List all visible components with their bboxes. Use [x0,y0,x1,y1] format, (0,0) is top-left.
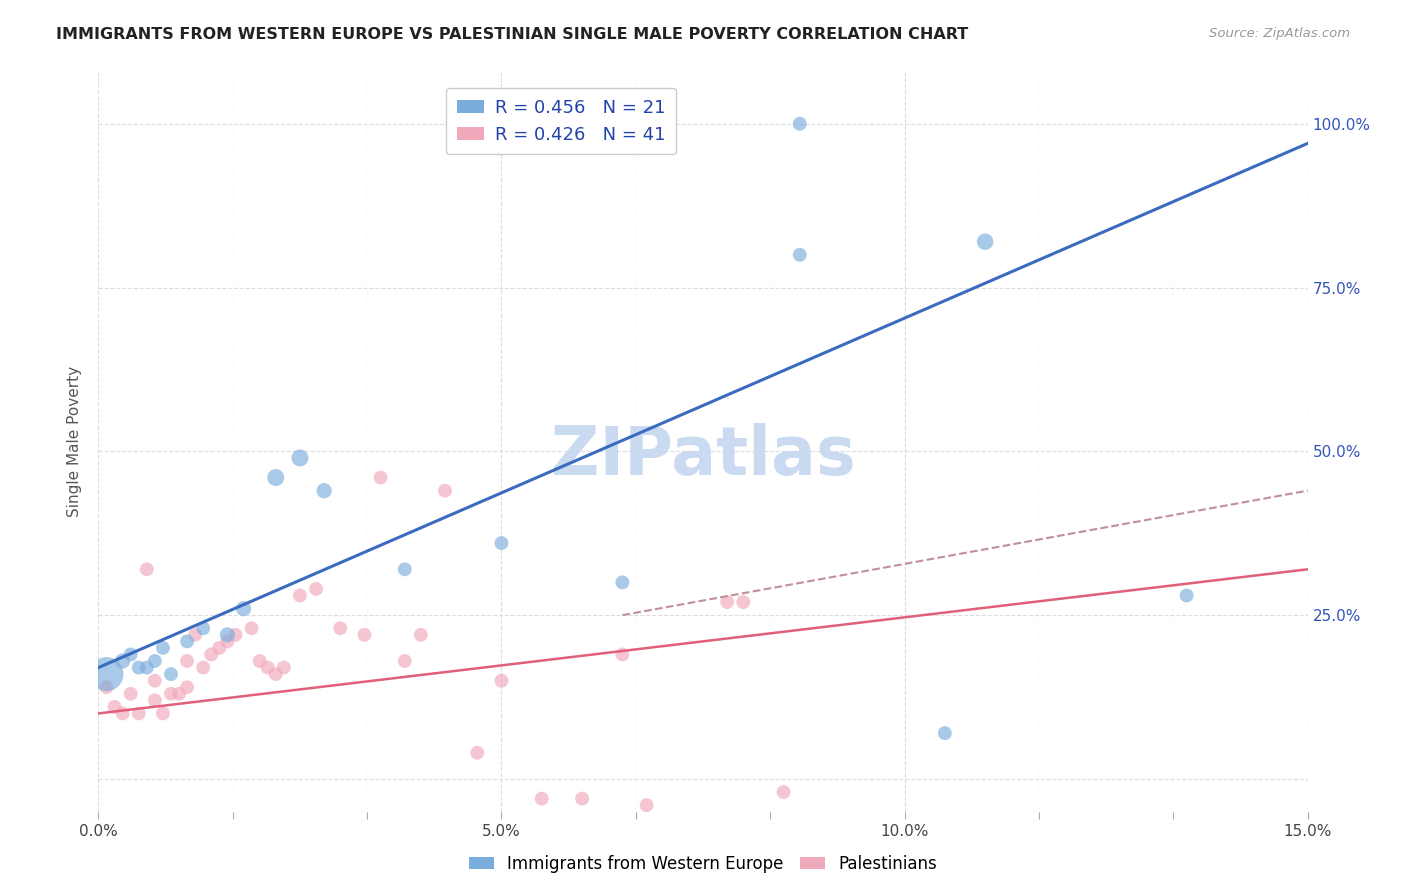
Point [353,628,375,642]
Point [329,621,352,635]
Point [200,648,222,662]
Point [160,667,183,681]
Point [217,634,239,648]
Point [152,706,174,721]
Text: IMMIGRANTS FROM WESTERN EUROPE VS PALESTINIAN SINGLE MALE POVERTY CORRELATION CH: IMMIGRANTS FROM WESTERN EUROPE VS PALEST… [56,27,969,42]
Point [530,791,553,805]
Text: ZIPatlas: ZIPatlas [551,424,855,490]
Point [135,660,157,674]
Point [716,595,738,609]
Point [160,687,183,701]
Point [176,654,198,668]
Point [217,628,239,642]
Point [193,621,215,635]
Point [409,628,432,642]
Text: Source: ZipAtlas.com: Source: ZipAtlas.com [1209,27,1350,40]
Point [772,785,794,799]
Point [111,654,134,668]
Point [176,634,198,648]
Point [612,575,634,590]
Point [394,654,416,668]
Point [96,680,118,694]
Point [491,673,513,688]
Point [96,667,118,681]
Legend: R = 0.456   N = 21, R = 0.426   N = 41: R = 0.456 N = 21, R = 0.426 N = 41 [446,87,676,154]
Point [636,798,658,813]
Point [571,791,593,805]
Point [434,483,457,498]
Point [789,248,811,262]
Point [974,235,997,249]
Point [789,117,811,131]
Point [934,726,956,740]
Point [288,450,311,465]
Point [314,483,336,498]
Y-axis label: Single Male Poverty: Single Male Poverty [67,366,83,517]
Point [288,589,311,603]
Point [120,687,142,701]
Point [193,660,215,674]
Point [249,654,271,668]
Point [176,680,198,694]
Point [135,562,157,576]
Point [733,595,755,609]
Point [1175,589,1198,603]
Point [128,706,150,721]
Point [143,673,166,688]
Point [491,536,513,550]
Point [167,687,190,701]
Point [394,562,416,576]
Legend: Immigrants from Western Europe, Palestinians: Immigrants from Western Europe, Palestin… [463,848,943,880]
Point [240,621,263,635]
Point [370,470,392,484]
Point [232,601,254,615]
Point [458,117,481,131]
Point [208,640,231,655]
Point [111,706,134,721]
Point [128,660,150,674]
Point [612,648,634,662]
Point [184,628,207,642]
Point [224,628,246,642]
Point [256,660,278,674]
Point [152,640,174,655]
Point [273,660,295,674]
Point [264,667,287,681]
Point [264,470,287,484]
Point [143,693,166,707]
Point [103,699,125,714]
Point [120,648,142,662]
Point [305,582,328,596]
Point [465,746,488,760]
Point [143,654,166,668]
